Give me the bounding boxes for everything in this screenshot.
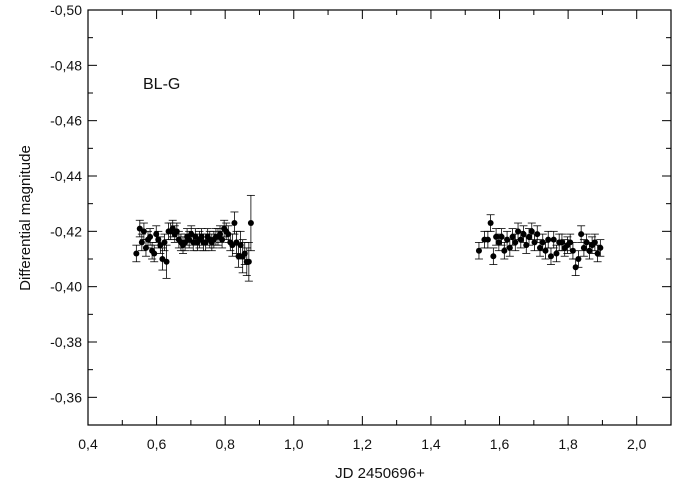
y-tick-label: -0,48: [50, 57, 82, 73]
data-point: [237, 242, 244, 249]
x-tick-label: 1,6: [490, 436, 510, 452]
data-point: [147, 233, 154, 240]
data-point: [547, 253, 554, 260]
data-point: [241, 250, 248, 257]
data-point: [509, 233, 516, 240]
data-point: [161, 239, 168, 246]
data-marks: [132, 194, 605, 282]
data-point: [495, 239, 502, 246]
x-tick-labels: 0,4 0,6 0,8 1,0 1,2 1,4 1,6 1,8 2,0: [78, 436, 646, 452]
data-point: [219, 236, 226, 243]
data-point: [190, 239, 197, 246]
data-point: [155, 236, 162, 243]
data-point: [133, 250, 140, 257]
data-point: [536, 244, 543, 251]
y-tick-label: -0,40: [50, 279, 82, 295]
data-point: [153, 231, 160, 238]
x-tick-label: 0,4: [78, 436, 98, 452]
data-point: [245, 258, 252, 265]
y-tick-label: -0,50: [50, 2, 82, 18]
data-point: [528, 228, 535, 235]
data-point: [235, 253, 242, 260]
x-tick-label: 1,8: [558, 436, 578, 452]
data-point: [569, 247, 576, 254]
x-tick-label: 1,2: [353, 436, 373, 452]
x-tick-label: 1,4: [421, 436, 441, 452]
data-point: [490, 253, 497, 260]
x-tick-label: 1,0: [284, 436, 304, 452]
data-point: [597, 244, 604, 251]
data-point: [575, 256, 582, 262]
data-point: [553, 250, 560, 257]
y-tick-labels: -0,50 -0,48 -0,46 -0,44 -0,42 -0,40 -0,38 -0,36: [50, 2, 82, 405]
data-point: [475, 247, 482, 254]
data-point: [526, 233, 533, 240]
data-point: [247, 220, 254, 227]
data-point: [487, 220, 494, 227]
x-tick-label: 2,0: [627, 436, 647, 452]
data-point: [591, 239, 598, 246]
axis-ticks: [87, 9, 671, 425]
data-point: [198, 233, 205, 240]
data-point: [580, 244, 587, 251]
data-point: [534, 231, 541, 238]
data-point: [231, 220, 238, 227]
x-axis-title: JD 2450696+: [335, 465, 425, 482]
data-point: [506, 244, 513, 251]
data-point: [594, 250, 601, 257]
data-point: [151, 250, 158, 257]
data-point: [542, 247, 549, 254]
chart-annotation: BL-G: [143, 76, 180, 93]
y-axis-title: Differential magnitude: [17, 145, 34, 291]
data-point: [501, 247, 508, 254]
y-tick-label: -0,36: [50, 389, 82, 405]
data-point: [517, 236, 524, 243]
data-point: [484, 236, 491, 243]
data-point: [140, 228, 147, 235]
data-point: [163, 258, 170, 265]
data-point: [512, 239, 519, 246]
data-point: [550, 236, 557, 243]
y-tick-label: -0,38: [50, 334, 82, 350]
x-tick-label: 0,6: [147, 436, 167, 452]
data-point: [498, 233, 505, 240]
x-tick-label: 0,8: [215, 436, 235, 452]
y-tick-label: -0,46: [50, 113, 82, 129]
data-point: [520, 231, 527, 238]
data-point: [493, 233, 500, 240]
data-point: [558, 239, 565, 246]
data-point: [578, 231, 585, 238]
data-point: [545, 236, 552, 243]
data-point: [138, 239, 145, 246]
y-tick-label: -0,42: [50, 223, 82, 239]
plot-frame: [87, 9, 672, 426]
data-point: [217, 231, 224, 238]
y-tick-label: -0,44: [50, 168, 82, 184]
data-point: [586, 247, 593, 254]
